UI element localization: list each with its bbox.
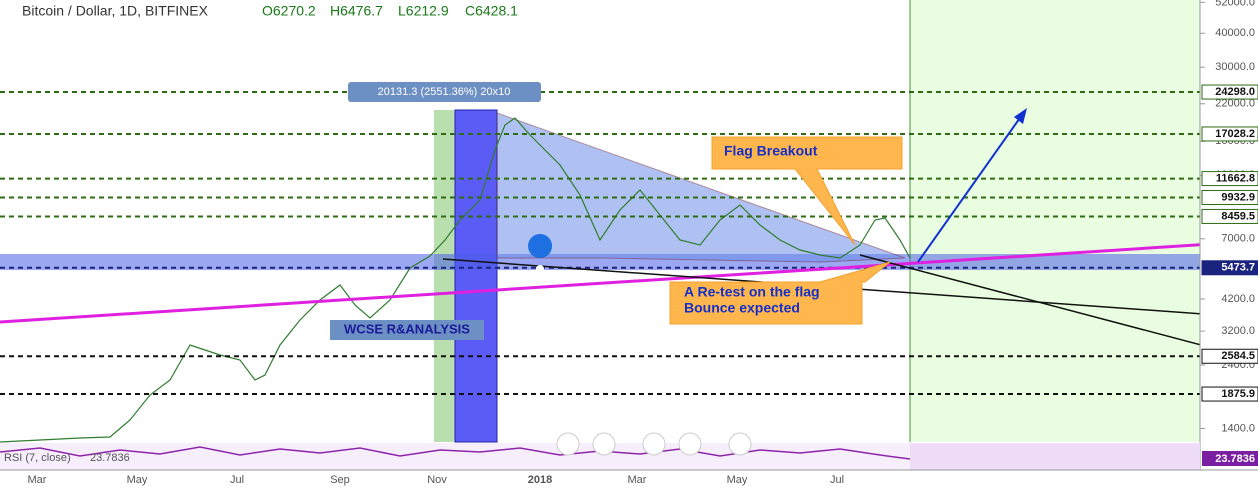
x-tick-label: May (127, 474, 148, 486)
level-label: 17028.2 (1215, 128, 1255, 140)
ohlc-open: O6270.2 (262, 3, 316, 19)
measure-text: 20131.3 (2551.36%) 20x10 (378, 86, 511, 98)
rsi-label: RSI (7, close) (4, 452, 71, 464)
callout (669, 261, 891, 325)
zoom-out[interactable] (556, 432, 580, 456)
level-label: 2584.5 (1221, 350, 1255, 362)
trendline (0, 239, 1258, 324)
x-tick-label: Jul (230, 474, 244, 486)
level-label: 1875.9 (1221, 388, 1255, 400)
symbol: Bitcoin / Dollar, 1D, BITFINEX (22, 3, 209, 19)
flag-triangle (496, 112, 906, 263)
x-tick-label: Nov (427, 474, 447, 486)
y-tick-label: 40000.0 (1215, 27, 1255, 39)
y-tick-label: 52000.0 (1215, 0, 1255, 8)
level-label: 24298.0 (1215, 86, 1255, 98)
rsi-axis-box (1202, 451, 1258, 466)
rsi-value: 23.7836 (90, 452, 130, 464)
marker-pin (528, 234, 553, 285)
y-tick-label: 4200.0 (1221, 293, 1255, 305)
ohlc-close: C6428.1 (465, 3, 518, 19)
level-label: 8459.5 (1221, 210, 1255, 222)
callout-text: Flag Breakout (724, 143, 818, 159)
rsi-line (0, 446, 911, 460)
marker-pin-dot (536, 265, 544, 273)
level-label-box (1201, 260, 1258, 276)
scroll-right[interactable] (678, 432, 702, 456)
zoom-in[interactable] (592, 432, 616, 456)
level-label-box (1201, 190, 1258, 206)
level-label-box (1201, 348, 1258, 364)
brand-text: WCSE R&ANALYSIS (344, 321, 470, 336)
trendline (859, 254, 1258, 361)
arrow (917, 114, 1023, 263)
header-bg (0, 2, 560, 20)
callout (711, 136, 903, 246)
price-axis (1200, 0, 1258, 490)
reset[interactable] (728, 432, 752, 456)
highlight-bar (434, 110, 455, 442)
level-label-box (1201, 126, 1258, 142)
level-label-box (1201, 171, 1258, 187)
x-tick-label: Jul (830, 474, 844, 486)
level-label: 9932.9 (1221, 191, 1255, 203)
y-tick-label: 30000.0 (1215, 61, 1255, 73)
rsi-band (910, 443, 1200, 470)
y-tick-label: 3200.0 (1221, 325, 1255, 337)
level-label-box (1201, 84, 1258, 100)
x-tick-label: May (727, 474, 748, 486)
level-label: 5473.7 (1221, 262, 1255, 274)
scroll-left[interactable] (642, 432, 666, 456)
callout-text: A Re-test on the flag (684, 284, 820, 300)
x-tick-label: Mar (28, 474, 47, 486)
projection-zone (910, 0, 1200, 442)
measure-box (348, 82, 541, 102)
price-path (0, 117, 911, 443)
y-tick-label: 1400.0 (1221, 422, 1255, 434)
x-tick-label: Mar (628, 474, 647, 486)
brand-box (330, 320, 484, 340)
ohlc-low: L6212.9 (398, 3, 449, 19)
callout-text: Bounce expected (684, 300, 800, 316)
level-label-box (1201, 208, 1258, 224)
level-label: 11662.8 (1216, 172, 1255, 184)
highlight-bar (454, 109, 498, 443)
level-label-box (1201, 386, 1258, 402)
arrow-head (1014, 108, 1027, 124)
x-tick-label: 2018 (528, 474, 552, 486)
rsi-axis-label: 23.7836 (1215, 453, 1255, 465)
y-tick-label: 22000.0 (1215, 98, 1255, 110)
y-tick-label: 7000.0 (1221, 233, 1255, 245)
x-tick-label: Sep (330, 474, 350, 486)
zoom-controls (556, 432, 752, 456)
ohlc-high: H6476.7 (330, 3, 383, 19)
